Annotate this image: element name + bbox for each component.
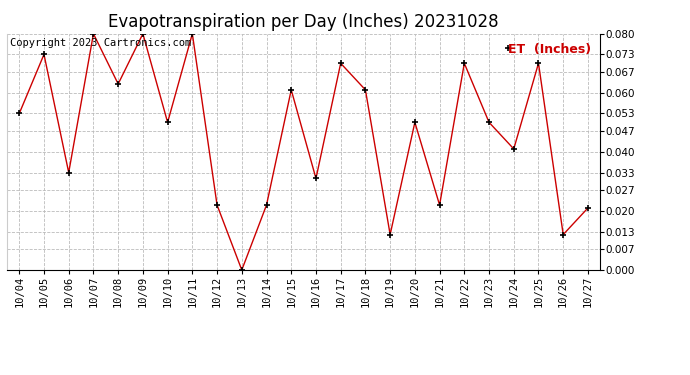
ET  (Inches)	[510, 147, 518, 151]
ET  (Inches)	[89, 32, 97, 36]
ET  (Inches)	[164, 120, 172, 124]
Legend: ET  (Inches): ET (Inches)	[504, 38, 597, 60]
ET  (Inches)	[188, 32, 197, 36]
Line: ET  (Inches): ET (Inches)	[16, 30, 591, 273]
ET  (Inches)	[337, 61, 345, 66]
ET  (Inches)	[386, 232, 394, 237]
ET  (Inches)	[65, 170, 73, 175]
ET  (Inches)	[15, 111, 23, 116]
ET  (Inches)	[237, 268, 246, 272]
ET  (Inches)	[411, 120, 419, 124]
ET  (Inches)	[460, 61, 469, 66]
ET  (Inches)	[213, 203, 221, 207]
ET  (Inches)	[139, 32, 147, 36]
ET  (Inches)	[287, 88, 295, 92]
ET  (Inches)	[40, 52, 48, 57]
ET  (Inches)	[114, 82, 122, 86]
ET  (Inches)	[312, 176, 320, 181]
ET  (Inches)	[485, 120, 493, 124]
ET  (Inches)	[435, 203, 444, 207]
ET  (Inches)	[534, 61, 542, 66]
ET  (Inches)	[362, 88, 370, 92]
ET  (Inches)	[584, 206, 592, 210]
ET  (Inches)	[262, 203, 270, 207]
Text: Copyright 2023 Cartronics.com: Copyright 2023 Cartronics.com	[10, 39, 191, 48]
Title: Evapotranspiration per Day (Inches) 20231028: Evapotranspiration per Day (Inches) 2023…	[108, 13, 499, 31]
ET  (Inches)	[559, 232, 567, 237]
